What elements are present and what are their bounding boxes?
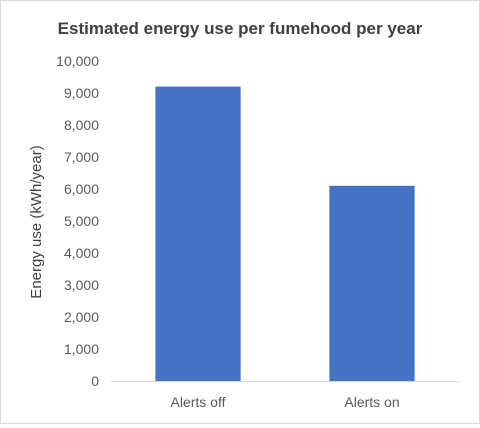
y-tick-labels: 0 1,000 2,000 3,000 4,000 5,000 6,000 7,000 8,00… xyxy=(56,53,99,389)
y-tick-label: 4,000 xyxy=(64,245,99,261)
x-tick-labels: Alerts off Alerts on xyxy=(171,394,400,410)
y-tick-label: 3,000 xyxy=(64,277,99,293)
y-tick-label: 7,000 xyxy=(64,149,99,165)
y-tick-label: 1,000 xyxy=(64,341,99,357)
x-tick-label: Alerts off xyxy=(171,394,226,410)
y-tick-label: 2,000 xyxy=(64,309,99,325)
y-tick-label: 10,000 xyxy=(56,53,99,69)
chart-title: Estimated energy use per fumehood per ye… xyxy=(58,19,423,38)
y-tick-label: 6,000 xyxy=(64,181,99,197)
y-axis-title: Energy use (kWh/year) xyxy=(28,145,45,298)
bars xyxy=(155,86,415,381)
bar xyxy=(155,86,241,381)
x-tick-label: Alerts on xyxy=(344,394,399,410)
y-tick-label: 0 xyxy=(91,373,99,389)
bar xyxy=(329,185,415,381)
y-tick-label: 8,000 xyxy=(64,117,99,133)
y-tick-label: 5,000 xyxy=(64,213,99,229)
y-tick-label: 9,000 xyxy=(64,85,99,101)
